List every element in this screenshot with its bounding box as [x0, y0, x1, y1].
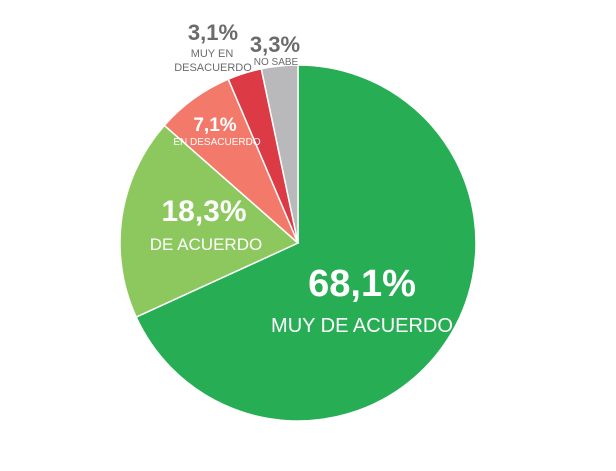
label-muy-en-desacuerdo-line1: MUY EN [191, 48, 234, 60]
pie-slice-no-sabe [260, 64, 299, 244]
pie-slices [119, 64, 477, 422]
pie-slice-de-acuerdo [119, 124, 299, 318]
label-de-acuerdo-text: DE ACUERDO [150, 235, 262, 254]
label-muy-de-acuerdo-pct: 68,1% [308, 263, 416, 305]
label-no-sabe-text: NO SABE [254, 57, 299, 68]
label-en-desacuerdo-text: EN DESACUERDO [173, 137, 260, 148]
label-muy-en-desacuerdo-line2: DESACUERDO [174, 62, 252, 74]
label-muy-de-acuerdo-text: MUY DE ACUERDO [271, 315, 453, 337]
pie-slice-muy-de-acuerdo [135, 64, 477, 422]
label-en-desacuerdo-pct: 7,1% [193, 115, 236, 136]
label-de-acuerdo-pct: 18,3% [161, 195, 246, 228]
label-no-sabe-pct: 3,3% [250, 32, 300, 57]
label-muy-en-desacuerdo-pct: 3,1% [188, 20, 238, 45]
